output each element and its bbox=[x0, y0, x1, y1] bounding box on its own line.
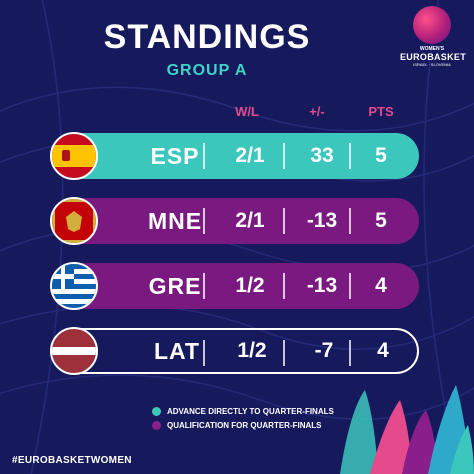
legend-qualification: QUALIFICATION FOR QUARTER-FINALS bbox=[167, 421, 322, 430]
pts-value: 4 bbox=[377, 339, 389, 362]
team-name: MNE bbox=[147, 208, 203, 234]
divider bbox=[283, 273, 285, 299]
header-plus-minus: +/- bbox=[309, 104, 325, 119]
plus-minus-value: 33 bbox=[310, 144, 334, 167]
pts-value: 4 bbox=[375, 274, 387, 297]
divider bbox=[349, 208, 351, 234]
header-wl: W/L bbox=[235, 104, 259, 119]
standings-row-esp: ESP 2/1 33 5 bbox=[55, 133, 419, 179]
plus-minus-value: -7 bbox=[314, 339, 334, 362]
wl-value: 2/1 bbox=[235, 144, 265, 167]
pts-value: 5 bbox=[375, 209, 387, 232]
standings-row-mne: MNE 2/1 -13 5 bbox=[55, 198, 419, 244]
logo-line-2: EUROBASKET bbox=[400, 52, 467, 62]
eurobasket-logo: WOMEN'S EUROBASKET ISRAEL · SLOVENIA bbox=[400, 6, 467, 80]
pts-value: 5 bbox=[375, 144, 387, 167]
logo-line-3: ISRAEL · SLOVENIA bbox=[413, 62, 451, 67]
divider bbox=[203, 208, 205, 234]
greece-flag-icon bbox=[50, 262, 98, 310]
legend-dot-qualification bbox=[152, 421, 161, 430]
decorative-shapes bbox=[340, 385, 474, 474]
team-name: LAT bbox=[153, 338, 200, 364]
column-headers: W/L +/- PTS bbox=[0, 104, 474, 124]
team-name: GRE bbox=[148, 273, 202, 299]
hashtag: #EUROBASKETWOMEN bbox=[12, 455, 132, 466]
montenegro-flag-icon bbox=[50, 197, 98, 245]
wl-value: 1/2 bbox=[235, 274, 265, 297]
divider bbox=[283, 340, 285, 366]
page-title: STANDINGS bbox=[103, 18, 311, 56]
spain-flag-icon bbox=[50, 132, 98, 180]
divider bbox=[203, 273, 205, 299]
divider bbox=[283, 208, 285, 234]
legend-advance: ADVANCE DIRECTLY TO QUARTER-FINALS bbox=[167, 407, 334, 416]
wl-value: 2/1 bbox=[235, 209, 265, 232]
wl-value: 1/2 bbox=[237, 339, 267, 362]
latvia-flag-icon bbox=[50, 327, 98, 375]
group-subtitle: GROUP A bbox=[166, 62, 248, 79]
basketball-icon bbox=[413, 6, 451, 44]
standings-row-gre: GRE 1/2 -13 4 bbox=[55, 263, 419, 309]
standings-row-lat: LAT 1/2 -7 4 bbox=[55, 328, 419, 374]
plus-minus-value: -13 bbox=[306, 209, 338, 232]
divider bbox=[283, 143, 285, 169]
logo-line-1: WOMEN'S bbox=[419, 46, 445, 52]
header-pts: PTS bbox=[368, 104, 394, 119]
divider bbox=[349, 273, 351, 299]
team-name: ESP bbox=[150, 143, 200, 169]
divider bbox=[349, 340, 351, 366]
divider bbox=[203, 143, 205, 169]
plus-minus-value: -13 bbox=[306, 274, 338, 297]
divider bbox=[349, 143, 351, 169]
divider bbox=[203, 340, 205, 366]
legend-dot-advance bbox=[152, 407, 161, 416]
